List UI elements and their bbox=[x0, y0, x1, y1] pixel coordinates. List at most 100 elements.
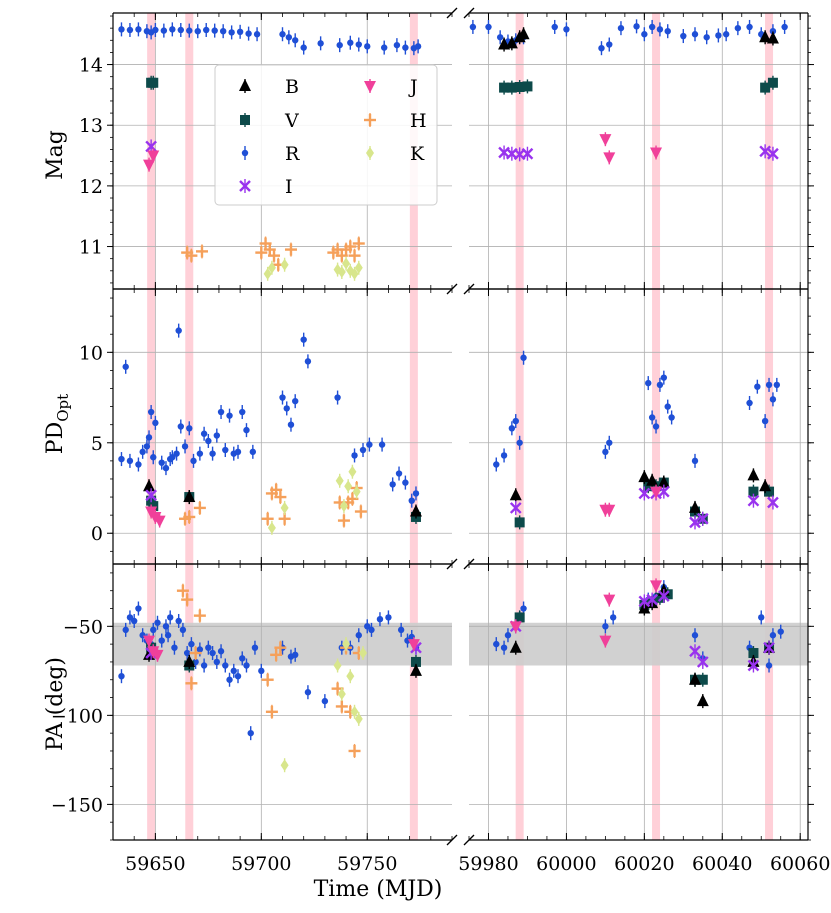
marker-dot bbox=[234, 672, 242, 680]
data-point-H bbox=[189, 646, 202, 661]
data-point-R bbox=[162, 619, 170, 634]
marker-diamond bbox=[342, 257, 351, 270]
marker-dot bbox=[385, 614, 392, 621]
marker-dot bbox=[118, 672, 125, 680]
y-tick-label: 12 bbox=[79, 176, 103, 198]
data-point-K bbox=[350, 704, 359, 719]
marker-dot bbox=[664, 403, 671, 410]
marker-down bbox=[509, 621, 522, 634]
data-point-R bbox=[162, 461, 170, 476]
legend-marker bbox=[239, 79, 251, 93]
marker-up bbox=[638, 470, 651, 483]
marker-dot bbox=[222, 662, 229, 669]
data-point-R bbox=[734, 21, 742, 36]
legend-marker bbox=[239, 179, 251, 193]
data-point-H bbox=[183, 509, 196, 524]
data-point-R bbox=[126, 453, 134, 468]
marker-dot bbox=[222, 446, 229, 454]
data-point-R bbox=[321, 694, 329, 709]
data-point-R bbox=[641, 27, 648, 42]
marker-dot bbox=[217, 648, 225, 655]
marker-x-b bbox=[410, 641, 422, 654]
marker-dot bbox=[126, 614, 134, 621]
marker-square bbox=[514, 517, 525, 528]
marker-square bbox=[767, 77, 778, 88]
data-point-K bbox=[337, 686, 346, 701]
data-point-K bbox=[267, 260, 276, 275]
marker-down bbox=[599, 134, 612, 147]
marker-diamond bbox=[352, 485, 361, 498]
data-point-R bbox=[239, 651, 246, 666]
marker-dot bbox=[520, 605, 527, 612]
marker-dot bbox=[122, 626, 129, 634]
marker-dot bbox=[243, 426, 250, 434]
legend-label: J bbox=[408, 76, 418, 98]
data-point-I bbox=[747, 658, 760, 673]
data-point-I bbox=[521, 146, 534, 161]
data-point-K bbox=[333, 658, 342, 673]
marker-dot bbox=[304, 358, 312, 365]
marker-dot bbox=[691, 632, 699, 639]
marker-dot bbox=[769, 632, 777, 639]
marker-up bbox=[409, 663, 422, 676]
axis-break-mark bbox=[446, 558, 458, 570]
marker-dot bbox=[551, 23, 558, 31]
marker-dot bbox=[336, 41, 343, 49]
data-point-R bbox=[355, 628, 362, 643]
data-point-H bbox=[337, 513, 350, 528]
axis-break-mark bbox=[446, 834, 458, 846]
data-point-R bbox=[746, 19, 753, 34]
data-point-R bbox=[292, 394, 299, 409]
marker-up bbox=[183, 490, 196, 503]
marker-x-b bbox=[513, 148, 526, 161]
data-point-R bbox=[171, 640, 178, 655]
legend-entry-I: I bbox=[239, 176, 293, 198]
x-tick-label: 60000 bbox=[536, 853, 596, 875]
marker-down bbox=[151, 649, 164, 662]
marker-dot bbox=[200, 430, 208, 437]
marker-dot bbox=[758, 614, 765, 621]
data-point-V bbox=[514, 80, 525, 95]
marker-dot bbox=[152, 419, 159, 427]
marker-dot bbox=[186, 425, 193, 432]
marker-dot bbox=[226, 676, 233, 683]
marker-diamond bbox=[280, 258, 289, 271]
data-point-R bbox=[389, 477, 396, 492]
marker-dot bbox=[304, 689, 312, 696]
marker-up bbox=[239, 79, 251, 91]
marker-dot bbox=[292, 651, 299, 659]
marker-diamond bbox=[267, 261, 276, 274]
data-point-R bbox=[602, 619, 609, 634]
marker-dot bbox=[139, 448, 146, 456]
data-point-R bbox=[769, 392, 777, 407]
marker-dot bbox=[761, 417, 769, 425]
x-tick-label: 59650 bbox=[125, 853, 185, 875]
y-axis-label-mag: Mag bbox=[43, 130, 68, 180]
data-point-R bbox=[122, 622, 129, 637]
y-tick-label: −50 bbox=[63, 616, 103, 638]
marker-dot bbox=[493, 640, 500, 648]
marker-dot bbox=[160, 27, 168, 34]
data-point-B bbox=[689, 500, 701, 515]
marker-up bbox=[657, 475, 670, 488]
legend-marker bbox=[240, 113, 250, 127]
data-point-R bbox=[135, 22, 142, 37]
data-point-R bbox=[292, 33, 299, 48]
data-point-R bbox=[186, 421, 193, 436]
legend-marker bbox=[364, 113, 376, 127]
marker-x-b bbox=[239, 180, 251, 192]
marker-down bbox=[603, 504, 616, 517]
data-point-K bbox=[346, 669, 355, 684]
data-point-I bbox=[509, 500, 522, 515]
data-point-R bbox=[496, 30, 504, 45]
data-point-R bbox=[304, 354, 312, 369]
data-point-B bbox=[759, 30, 772, 45]
marker-dot bbox=[177, 423, 184, 430]
data-point-R bbox=[393, 38, 401, 53]
data-point-K bbox=[344, 479, 353, 494]
marker-dot bbox=[664, 27, 671, 35]
legend-entry-H: H bbox=[364, 110, 427, 132]
marker-dot bbox=[183, 649, 191, 657]
legend-marker bbox=[241, 146, 249, 160]
marker-diamond bbox=[346, 670, 355, 683]
